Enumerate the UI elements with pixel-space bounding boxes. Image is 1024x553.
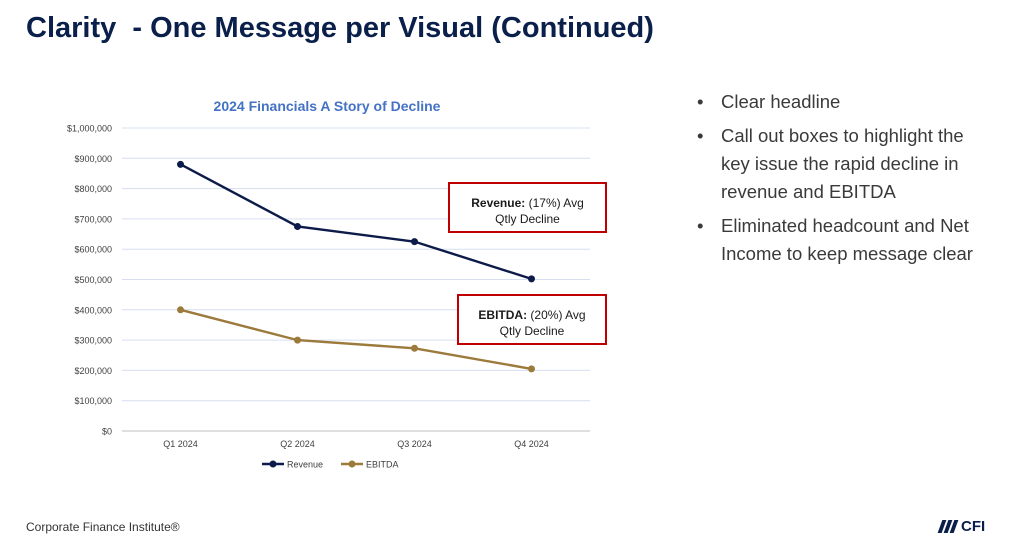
revenue-series-line — [179, 163, 532, 281]
ebitda-data-point — [411, 344, 418, 352]
chart-title: 2024 Financials A Story of Decline — [214, 98, 441, 114]
slide-title: Clarity - One Message per Visual (Contin… — [26, 12, 654, 44]
ebitda-data-point — [528, 365, 535, 373]
revenue-data-point — [294, 222, 301, 230]
ebitda-callout-line1: EBITDA: (20%) Avg — [459, 307, 605, 323]
bullet-item: • Clear headline — [697, 91, 841, 112]
cfi-logo-icon — [937, 520, 959, 533]
y-tick-label: $0 — [102, 427, 112, 437]
y-tick-label: $1,000,000 — [67, 124, 112, 134]
x-tick-label: Q3 2024 — [397, 439, 432, 449]
bullet-text: Call out boxes to highlight the key issu… — [721, 125, 964, 202]
y-tick-label: $600,000 — [74, 245, 112, 255]
revenue-callout-box: Revenue: (17%) Avg Qtly Decline — [448, 182, 607, 233]
bullet-text: Clear headline — [721, 91, 841, 112]
ebitda-data-point — [294, 336, 301, 344]
bullet-text: Eliminated headcount and Net Income to k… — [721, 215, 973, 264]
y-tick-label: $700,000 — [74, 214, 112, 224]
ebitda-series-line — [180, 308, 532, 371]
ebitda-callout-box: EBITDA: (20%) Avg Qtly Decline — [457, 294, 607, 345]
ebitda-data-point — [177, 306, 184, 314]
ebitda-callout-line2: Qtly Decline — [499, 324, 565, 338]
revenue-data-point — [528, 275, 535, 283]
revenue-callout-line2: Qtly Decline — [495, 212, 560, 226]
footer-text: Corporate Finance Institute® — [26, 520, 180, 534]
x-tick-label: Q4 2024 — [514, 439, 549, 449]
cfi-logo: CFI — [937, 518, 986, 535]
y-tick-label: $800,000 — [74, 184, 112, 194]
y-tick-label: $300,000 — [74, 336, 112, 346]
bullet-list: • Clear headline • Call out boxes to highl… — [697, 88, 997, 274]
ebitda-legend-marker — [348, 460, 356, 468]
revenue-callout-line1: Revenue: (17%) Avg — [450, 195, 605, 211]
y-tick-label: $100,000 — [74, 396, 112, 406]
revenue-legend-label: Revenue — [287, 460, 323, 470]
ebitda-legend-label: EBITDA — [366, 460, 399, 470]
revenue-data-point — [411, 238, 418, 246]
revenue-legend-marker — [269, 460, 277, 468]
line-chart: 2024 Financials A Story of Decline $0 $10… — [67, 98, 590, 470]
bullet-item: • Eliminated headcount and Net Income to … — [697, 215, 973, 264]
x-tick-label: Q1 2024 — [163, 439, 198, 449]
y-tick-label: $400,000 — [74, 305, 112, 315]
cfi-logo-text: CFI — [961, 518, 986, 535]
revenue-data-point — [177, 160, 184, 168]
y-tick-label: $200,000 — [74, 366, 112, 376]
revenue-callout-text: (17%) Avg — [525, 196, 584, 210]
y-tick-label: $900,000 — [74, 154, 112, 164]
y-tick-label: $500,000 — [74, 275, 112, 285]
ebitda-callout-bold: EBITDA: — [478, 308, 528, 322]
bullet-item: • Call out boxes to highlight the key iss… — [697, 125, 964, 202]
x-tick-label: Q2 2024 — [280, 439, 315, 449]
revenue-callout-bold: Revenue: — [471, 196, 526, 210]
ebitda-callout-text: (20%) Avg — [527, 308, 586, 322]
